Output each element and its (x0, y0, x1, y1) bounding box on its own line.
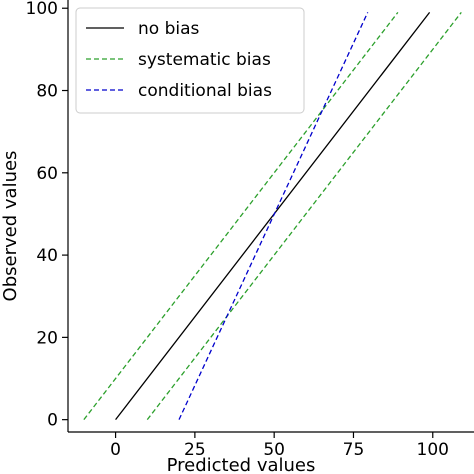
series-line-3 (178, 12, 369, 420)
axes (67, 0, 474, 433)
y-axis-label: Observed values (0, 151, 21, 302)
x-tick-label: 50 (263, 440, 285, 460)
series-line-1 (83, 11, 399, 421)
y-tick-label: 0 (47, 411, 58, 431)
x-tick-label: 0 (110, 440, 121, 460)
series-line-2 (146, 11, 462, 421)
y-tick-label: 60 (36, 164, 58, 184)
legend-label: systematic bias (138, 50, 271, 70)
y-tick-label: 40 (36, 246, 58, 266)
legend-label: no bias (138, 19, 200, 39)
x-tick-label: 100 (417, 440, 449, 460)
legend: no bias systematic bias conditional bias (75, 7, 305, 114)
x-axis-label: Predicted values (167, 455, 316, 474)
ticks: 0 20 40 60 80 100 0 25 50 75 100 (26, 0, 449, 460)
y-tick-label: 20 (36, 328, 58, 348)
legend-label: conditional bias (138, 81, 272, 101)
legend-box (75, 7, 305, 114)
x-tick-label: 25 (184, 440, 206, 460)
y-tick-label: 100 (26, 0, 58, 19)
x-tick-label: 75 (343, 440, 365, 460)
series-lines (83, 11, 462, 421)
series-line-0 (115, 11, 431, 421)
y-tick-label: 80 (36, 82, 58, 102)
